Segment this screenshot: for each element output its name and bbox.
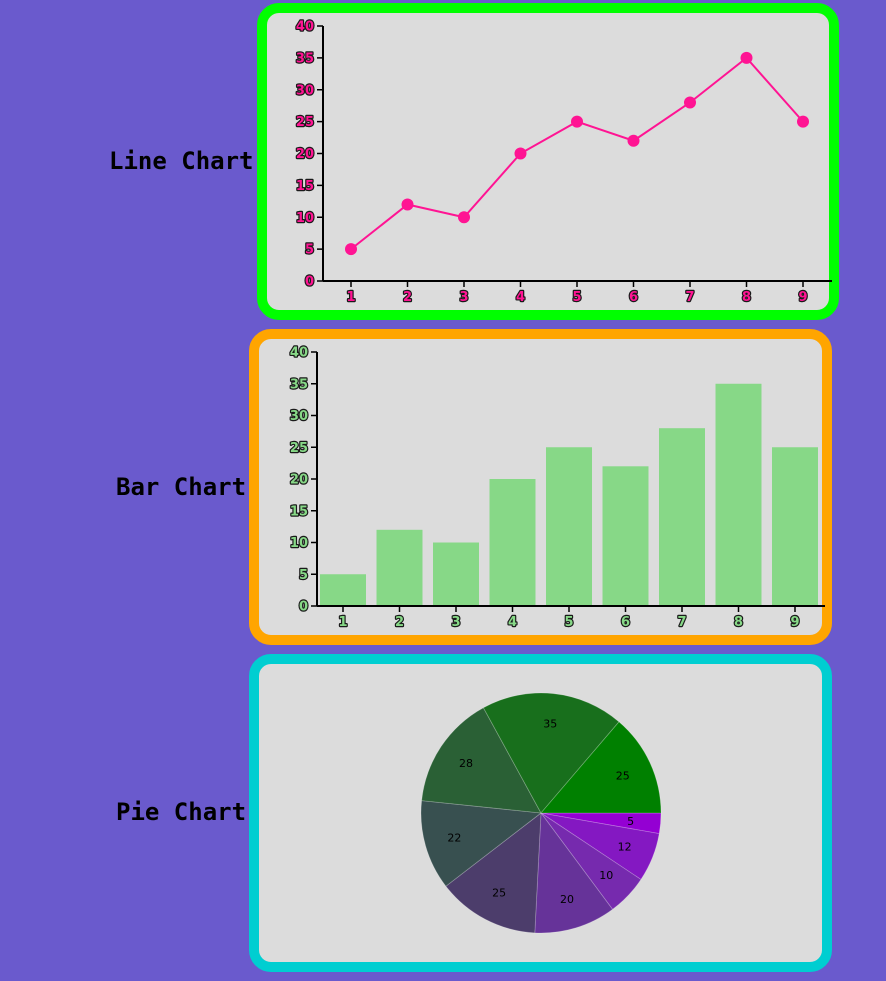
bar	[433, 542, 479, 605]
line-chart-label: Line Chart	[109, 147, 254, 175]
x-tick-label: 8	[742, 290, 751, 305]
y-tick-label: 15	[290, 504, 308, 519]
pie-chart-panel: 5 12 10 20 25 22 28 35 25	[249, 654, 832, 972]
pie-slice	[420, 800, 543, 887]
pie-slice-label: 28	[459, 757, 473, 770]
line-point	[571, 115, 583, 128]
y-tick-label: 25	[290, 441, 308, 456]
x-tick-label: 9	[798, 290, 807, 305]
y-tick-label: 40	[290, 346, 308, 361]
y-tick-label: 30	[296, 83, 314, 98]
x-tick-label: 4	[516, 290, 525, 305]
x-tick-label: 7	[677, 615, 686, 630]
x-tick-label: 4	[508, 615, 517, 630]
pie-slice-label: 25	[616, 769, 630, 782]
y-tick-label: 20	[290, 473, 308, 488]
pie-slice	[421, 707, 542, 814]
y-tick-label: 35	[290, 377, 308, 392]
bar	[489, 479, 536, 605]
bar	[546, 447, 592, 605]
pie-slice	[445, 812, 542, 934]
line-point	[627, 134, 640, 147]
x-tick-label: 9	[790, 615, 799, 630]
y-tick-label: 5	[299, 568, 308, 583]
line-point	[458, 211, 470, 224]
x-tick-label: 1	[338, 615, 347, 630]
bar	[715, 383, 762, 605]
x-tick-label: 3	[459, 290, 468, 305]
pie-chart-label: Pie Chart	[116, 798, 247, 826]
line-point	[740, 51, 753, 64]
pie-slice	[482, 692, 620, 814]
x-tick-label: 7	[685, 290, 694, 305]
y-tick-label: 5	[305, 243, 314, 258]
x-tick-label: 1	[346, 290, 355, 305]
pie-slice-label: 25	[492, 887, 506, 900]
line-point	[345, 243, 357, 256]
y-tick-label: 0	[305, 275, 314, 290]
bar	[376, 529, 423, 605]
bar	[602, 466, 649, 605]
bar-chart-panel: 0 5 10 15 20 25 30 35 40 1 2 3 4 5 6 7 8 9	[249, 329, 832, 645]
y-tick-label: 25	[296, 115, 314, 130]
bar	[772, 447, 818, 605]
x-tick-label: 5	[564, 615, 573, 630]
x-tick-label: 2	[403, 290, 412, 305]
y-tick-label: 10	[296, 211, 314, 226]
bar-chart-label: Bar Chart	[116, 473, 247, 501]
pie-slice-label: 20	[560, 893, 574, 906]
line-chart: 0 5 10 15 20 25 30 35 40 1 2 3 4 5 6 7 8 9	[295, 18, 832, 306]
line-chart-panel: 0 5 10 15 20 25 30 35 40 1 2 3 4 5 6 7 8 9	[257, 3, 839, 320]
y-tick-label: 15	[296, 179, 314, 194]
bar	[320, 574, 366, 605]
line-series	[350, 56, 804, 250]
pie-slice-label: 22	[447, 832, 461, 845]
x-tick-label: 8	[734, 615, 743, 630]
y-tick-label: 0	[299, 600, 308, 615]
pie-slice-label: 35	[543, 717, 557, 730]
x-tick-label: 3	[451, 615, 460, 630]
line-point	[514, 147, 527, 160]
pie-slice-label: 10	[599, 869, 613, 882]
pie-slice	[540, 812, 660, 881]
x-tick-label: 6	[621, 615, 630, 630]
x-tick-label: 6	[629, 290, 638, 305]
y-tick-label: 30	[290, 409, 308, 424]
pie-chart: 5 12 10 20 25 22 28 35 25	[420, 692, 662, 934]
bar	[659, 428, 705, 605]
line-point	[797, 115, 809, 128]
bar-chart: 0 5 10 15 20 25 30 35 40 1 2 3 4 5 6 7 8 9	[289, 344, 825, 631]
pie-slice	[540, 812, 642, 910]
pie-slice-label: 5	[627, 815, 634, 828]
pie-slice-label: 12	[618, 840, 632, 853]
y-tick-label: 10	[290, 536, 308, 551]
y-tick-label: 20	[296, 147, 314, 162]
x-tick-label: 5	[572, 290, 581, 305]
pie-slice	[540, 812, 662, 835]
x-tick-label: 2	[395, 615, 404, 630]
line-point	[684, 96, 696, 109]
y-tick-label: 40	[296, 20, 314, 35]
pie-slice	[534, 811, 614, 934]
pie-slice	[540, 721, 662, 814]
line-point	[401, 198, 414, 211]
y-tick-label: 35	[296, 51, 314, 66]
